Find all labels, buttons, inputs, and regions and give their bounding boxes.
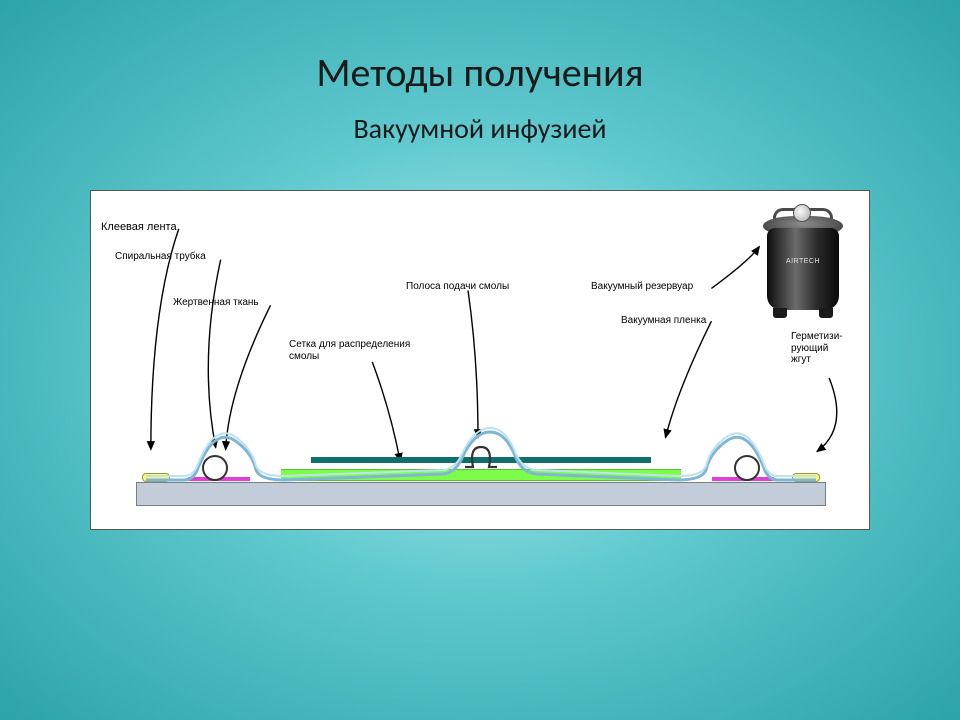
tank-brand-label: AIRTECH [779, 258, 827, 265]
slide: Методы получения Вакуумной инфузией Клее… [0, 0, 960, 720]
tank-gauge-icon [793, 204, 811, 222]
diagram-frame: Клеевая лента Спиральная трубка Жертвенн… [90, 190, 870, 530]
tank-foot [773, 308, 787, 318]
tank-body [767, 228, 839, 310]
base-plate-layer [136, 482, 826, 506]
tank-foot [819, 308, 833, 318]
vacuum-tank: AIRTECH [759, 206, 847, 318]
resin-feed-omega-icon [463, 443, 499, 469]
slide-subtitle: Вакуумной инфузией [0, 111, 960, 146]
slide-title: Методы получения [0, 48, 960, 97]
diagram: Клеевая лента Спиральная трубка Жертвенн… [91, 191, 869, 529]
cross-section [136, 426, 826, 506]
